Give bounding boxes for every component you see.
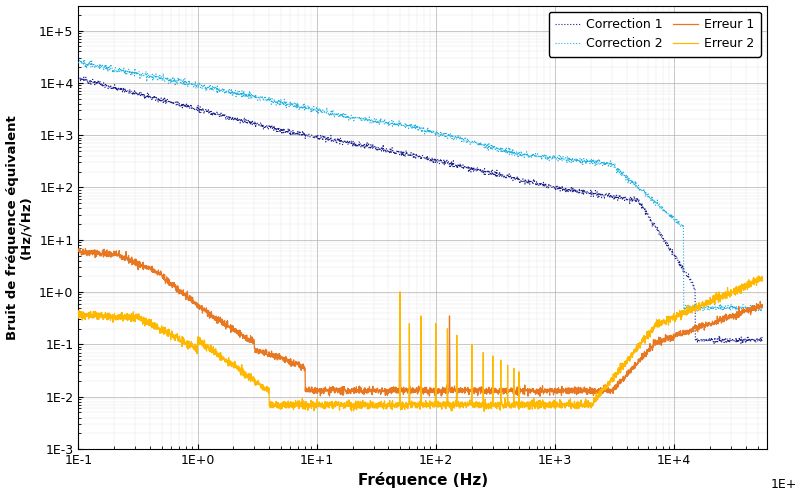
Line: Erreur 1: Erreur 1 — [79, 248, 763, 396]
Erreur 1 — [671, 330, 681, 336]
Y-axis label: Bruit de fréquence équivalent
(Hz/√Hz): Bruit de fréquence équivalent (Hz/√Hz) — [6, 115, 34, 340]
Correction 2 — [738, 302, 747, 308]
Correction 1 — [613, 196, 622, 202]
Correction 2 — [74, 59, 83, 65]
Erreur 2 — [74, 315, 83, 321]
Erreur 2 — [754, 273, 764, 279]
Erreur 2 — [480, 409, 489, 414]
Correction 1 — [74, 77, 83, 83]
Correction 2 — [758, 304, 768, 310]
Erreur 2 — [192, 344, 202, 350]
Correction 1 — [407, 151, 416, 157]
Correction 2 — [739, 302, 748, 308]
Correction 2 — [613, 167, 622, 173]
Correction 1 — [710, 341, 719, 347]
Erreur 2 — [366, 398, 375, 404]
Correction 1 — [739, 337, 748, 343]
Erreur 2 — [758, 278, 768, 284]
Correction 1 — [758, 334, 768, 340]
X-axis label: Fréquence (Hz): Fréquence (Hz) — [358, 472, 488, 489]
Correction 2 — [407, 122, 416, 127]
Line: Correction 1: Correction 1 — [79, 77, 763, 344]
Text: 1E+: 1E+ — [771, 478, 796, 491]
Erreur 1 — [758, 302, 768, 308]
Erreur 1 — [74, 247, 83, 253]
Correction 2 — [109, 69, 119, 75]
Erreur 2 — [744, 280, 754, 286]
Correction 1 — [79, 74, 89, 80]
Erreur 1 — [535, 393, 545, 399]
Erreur 1 — [152, 270, 161, 276]
Correction 2 — [388, 118, 398, 124]
Erreur 1 — [336, 392, 346, 398]
Line: Correction 2: Correction 2 — [79, 60, 763, 314]
Correction 1 — [109, 84, 119, 90]
Erreur 2 — [336, 402, 346, 408]
Correction 1 — [388, 148, 398, 154]
Erreur 1 — [366, 388, 375, 394]
Erreur 2 — [152, 326, 161, 332]
Erreur 1 — [75, 246, 84, 251]
Erreur 1 — [744, 306, 754, 312]
Correction 1 — [738, 339, 747, 345]
Correction 2 — [79, 57, 89, 63]
Legend: Correction 1, Correction 2, Erreur 1, Erreur 2: Correction 1, Correction 2, Erreur 1, Er… — [549, 12, 761, 56]
Correction 2 — [679, 311, 689, 317]
Erreur 1 — [192, 300, 202, 306]
Line: Erreur 2: Erreur 2 — [79, 276, 763, 412]
Erreur 2 — [670, 313, 680, 319]
